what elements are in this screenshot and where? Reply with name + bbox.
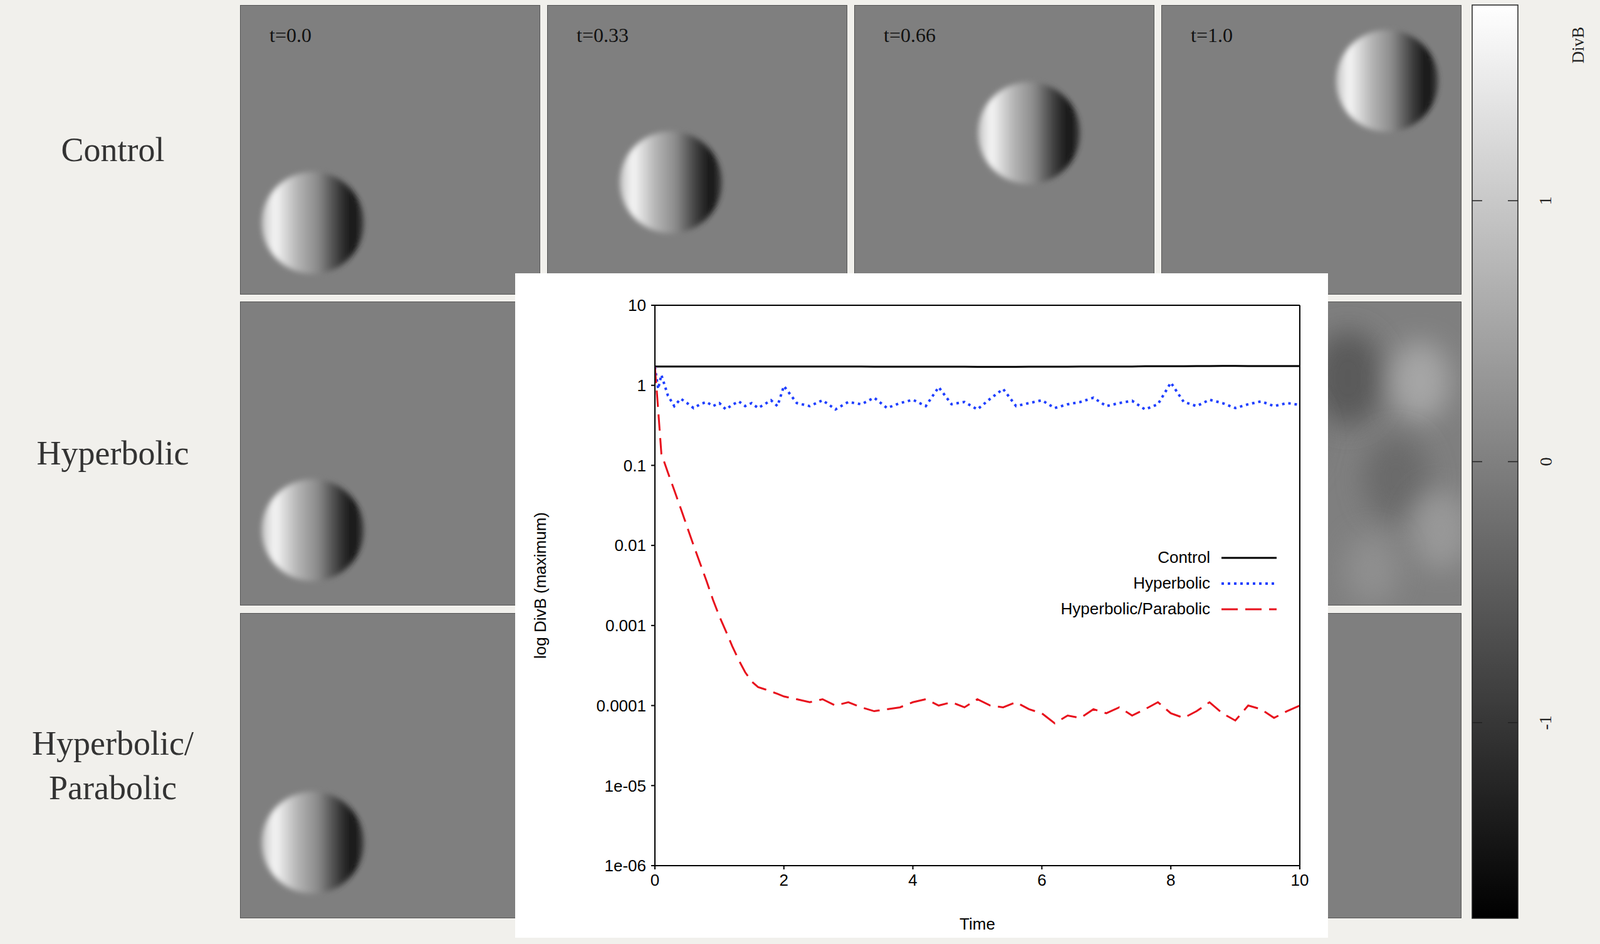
svg-text:DivB: DivB [1568, 26, 1588, 64]
svg-text:0.1: 0.1 [623, 456, 647, 476]
svg-text:t=0.0: t=0.0 [269, 23, 312, 47]
svg-text:1e-05: 1e-05 [604, 776, 647, 796]
svg-text:t=1.0: t=1.0 [1190, 23, 1233, 47]
svg-text:Time: Time [959, 914, 996, 934]
svg-text:log DivB (maximum): log DivB (maximum) [530, 512, 550, 659]
svg-text:t=0.33: t=0.33 [576, 23, 629, 47]
svg-text:10: 10 [1291, 870, 1310, 890]
svg-text:t=0.66: t=0.66 [883, 23, 936, 47]
svg-text:4: 4 [908, 870, 917, 890]
svg-text:2: 2 [779, 870, 789, 890]
svg-text:1e-06: 1e-06 [604, 856, 647, 875]
html-text:Hyperbolic: Hyperbolic [36, 434, 189, 473]
html-text:Control: Control [61, 130, 165, 169]
html-text:Parabolic: Parabolic [48, 768, 177, 807]
svg-text:0: 0 [1536, 457, 1556, 467]
svg-text:0: 0 [650, 870, 660, 890]
svg-text:8: 8 [1166, 870, 1176, 890]
svg-text:1: 1 [1536, 196, 1556, 205]
svg-text:1: 1 [637, 376, 647, 395]
html-text:Control: Control [1157, 547, 1211, 567]
svg-text:0.001: 0.001 [605, 616, 647, 635]
svg-text:6: 6 [1037, 870, 1046, 890]
html-text:Hyperbolic/: Hyperbolic/ [31, 724, 194, 763]
svg-text:0.01: 0.01 [614, 535, 647, 555]
html-text:Hyperbolic/Parabolic: Hyperbolic/Parabolic [1060, 599, 1211, 618]
html-text:Hyperbolic: Hyperbolic [1133, 573, 1211, 593]
svg-text:-1: -1 [1536, 715, 1556, 730]
svg-text:0.0001: 0.0001 [596, 696, 647, 716]
svg-text:10: 10 [627, 295, 647, 315]
